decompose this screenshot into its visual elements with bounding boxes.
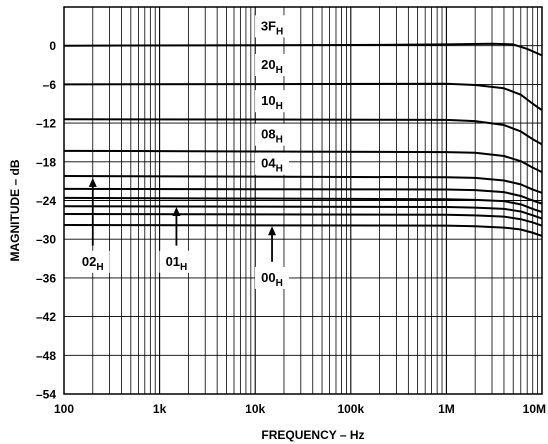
series-line-5 (63, 187, 543, 205)
annotation-bg (255, 90, 290, 113)
annotation-subscript: H (96, 262, 103, 273)
plot-frame (63, 6, 543, 395)
annotation-subscript: H (276, 101, 283, 112)
annotation-bg (255, 152, 290, 175)
series-line-0 (63, 42, 543, 57)
annotation-subscript: H (276, 26, 283, 37)
annotation-bg (255, 266, 290, 289)
annotation-subscript: H (276, 164, 283, 175)
annotation-bg (159, 250, 194, 273)
y-tick-label: –12 (36, 117, 56, 131)
y-tick-label: –36 (36, 271, 56, 285)
series-line-2 (63, 118, 543, 146)
y-axis-label: MAGNITUDE – dB (8, 159, 22, 261)
x-tick-label: 100 (54, 402, 74, 416)
annotation-subscript: H (276, 135, 283, 146)
annotation-label: 00H (261, 270, 283, 289)
x-tick-label: 10k (245, 402, 265, 416)
annotation-main: 04 (261, 156, 276, 171)
annotation-bg (75, 250, 110, 273)
y-tick-label: –6 (43, 78, 57, 92)
x-tick-label: 10M (523, 402, 546, 416)
y-tick-labels: 0 –6 –12 –18 –24 –30 –36 –42 –48 –54 (36, 39, 56, 401)
annotation-bg (255, 15, 290, 38)
series-line-6 (63, 196, 543, 214)
annotation-main: 10 (261, 93, 275, 108)
annotation-main: 3F (261, 18, 276, 33)
annotation-main: 00 (261, 270, 275, 285)
y-tick-label: 0 (49, 39, 56, 53)
x-tick-label: 1M (438, 402, 455, 416)
annotation-label: 20H (261, 57, 283, 76)
annotation-main: 20 (261, 57, 275, 72)
annotation-subscript: H (276, 65, 283, 76)
annotation-label: 08H (261, 127, 283, 146)
annotation-01h: 01H (159, 206, 194, 273)
series-line-7 (63, 205, 543, 220)
series-line-4 (63, 174, 543, 194)
annotation-00h: 00H (255, 226, 290, 289)
annotation-10h: 10H (255, 90, 290, 113)
series-line-3 (63, 149, 543, 174)
y-tick-label: –48 (36, 349, 56, 363)
x-tick-label: 100k (337, 402, 364, 416)
annotation-main: 02 (82, 254, 96, 269)
annotation-arrow-head (88, 177, 97, 187)
annotation-3fh: 3FH (255, 15, 290, 38)
annotation-main: 08 (261, 127, 275, 142)
annotation-main: 01 (166, 254, 180, 269)
y-tick-label: –24 (36, 194, 56, 208)
series-line-8 (63, 213, 543, 227)
series-line-9 (63, 224, 543, 237)
y-tick-label: –18 (36, 155, 56, 169)
y-tick-label: –54 (36, 388, 56, 402)
annotation-label: 10H (261, 93, 283, 112)
annotation-label: 01H (166, 254, 188, 273)
annotation-02h: 02H (75, 177, 110, 273)
x-axis-label: FREQUENCY – Hz (261, 428, 364, 442)
series-group (63, 42, 543, 237)
annotation-subscript: H (276, 278, 283, 289)
annotation-08h: 08H (255, 123, 290, 146)
annotation-20h: 20H (255, 54, 290, 77)
annotation-arrow-head (172, 206, 181, 216)
annotation-label: 02H (82, 254, 104, 273)
series-line-1 (63, 82, 543, 112)
annotation-04h: 04H (255, 152, 290, 175)
annotation-label: 04H (261, 156, 283, 175)
annotation-bg (255, 54, 290, 77)
annotation-subscript: H (180, 262, 187, 273)
x-tick-label: 1k (153, 402, 167, 416)
y-tick-label: –30 (36, 233, 56, 247)
annotation-label: 3FH (261, 18, 283, 37)
annotation-bg (255, 123, 290, 146)
annotation-arrow-head (268, 226, 277, 236)
x-tick-labels: 100 1k 10k 100k 1M 10M (54, 402, 546, 416)
grid (64, 7, 542, 395)
y-tick-label: –42 (36, 310, 56, 324)
